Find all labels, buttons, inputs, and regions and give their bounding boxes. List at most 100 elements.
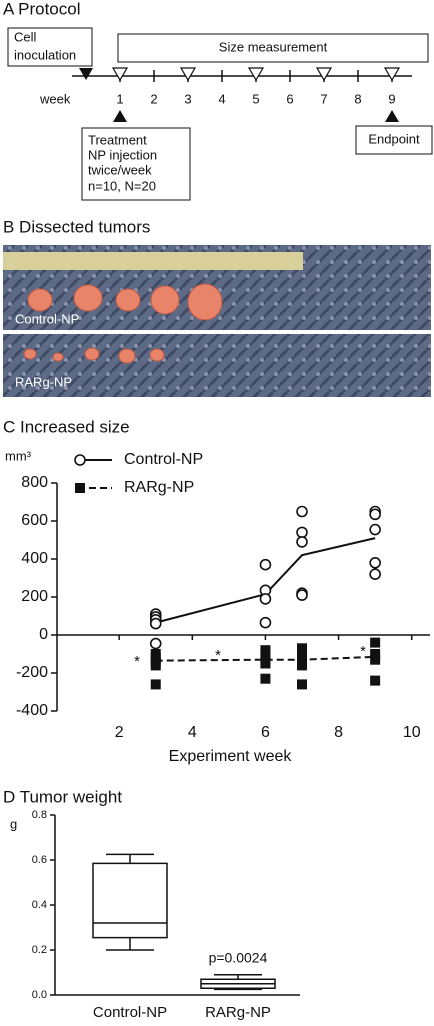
ruler xyxy=(3,252,303,270)
point xyxy=(150,679,161,690)
point xyxy=(370,649,381,659)
point xyxy=(296,589,308,601)
y-tick-label: 200 xyxy=(21,588,48,605)
y-tick-label: 400 xyxy=(21,550,48,567)
point xyxy=(259,616,272,629)
point xyxy=(369,568,381,581)
point xyxy=(259,593,272,605)
label: n=10, N=20 xyxy=(88,178,156,193)
label: twice/week xyxy=(88,162,152,177)
tick-label: 1 xyxy=(116,91,123,106)
axis-label: Experiment week xyxy=(169,748,293,765)
legend-marker xyxy=(74,454,86,466)
point xyxy=(260,673,271,684)
measure-marker xyxy=(383,67,401,82)
box xyxy=(355,125,433,155)
y-tick-label: 0.6 xyxy=(32,854,47,866)
y-tick-label: 0.4 xyxy=(32,899,47,911)
annotation: p=0.0024 xyxy=(209,949,268,965)
point xyxy=(370,654,381,665)
axis-label: mm³ xyxy=(5,448,32,463)
measure-marker xyxy=(179,67,197,82)
tick-label: 9 xyxy=(388,91,395,106)
tick-label: 6 xyxy=(286,91,293,106)
label: week xyxy=(39,91,71,106)
panel-title: D Tumor weight xyxy=(3,787,122,806)
tick-label: 5 xyxy=(252,91,259,106)
tumor-shapes xyxy=(27,283,223,321)
x-tick-label: Control-NP xyxy=(93,1004,167,1021)
x-tick-label: 4 xyxy=(188,724,197,741)
photo xyxy=(3,334,431,397)
legend-label: Control-NP xyxy=(124,451,203,468)
point xyxy=(297,660,308,671)
legend-marker xyxy=(75,483,85,493)
treatment-marker xyxy=(113,110,127,122)
x-tick-label: 2 xyxy=(115,724,124,741)
tick-label: 8 xyxy=(354,91,361,106)
point xyxy=(369,508,381,521)
annotation: * xyxy=(360,643,366,660)
box xyxy=(7,27,93,67)
y-tick-label: 800 xyxy=(21,474,48,491)
measure-marker xyxy=(247,67,265,82)
endpoint-marker xyxy=(385,110,399,122)
tick-label: 3 xyxy=(184,91,191,106)
x-tick-label: RARg-NP xyxy=(205,1004,271,1021)
panel-title: A Protocol xyxy=(3,0,81,18)
point xyxy=(297,649,308,659)
x-tick-label: 8 xyxy=(334,724,343,741)
point xyxy=(259,558,272,571)
point xyxy=(260,649,271,659)
annotation: * xyxy=(215,647,221,664)
label: Treatment xyxy=(88,132,147,147)
label: RARg-NP xyxy=(15,374,72,389)
mean-line xyxy=(155,537,376,624)
y-tick-label: 0.0 xyxy=(32,989,47,1001)
label: inoculation xyxy=(14,47,76,62)
tick-label: 4 xyxy=(218,91,225,106)
point xyxy=(369,523,381,536)
inoculation-marker xyxy=(79,68,93,80)
point xyxy=(370,637,381,648)
y-tick-label: 0.2 xyxy=(32,944,47,956)
y-tick-label: -400 xyxy=(16,702,48,719)
mean-line xyxy=(155,655,376,662)
measure-marker xyxy=(315,67,333,82)
label: Endpoint xyxy=(368,131,420,146)
point xyxy=(149,637,162,650)
x-tick-label: 10 xyxy=(403,724,421,741)
x-tick-label: 6 xyxy=(261,724,270,741)
axis-label: g xyxy=(10,816,17,831)
label: NP injection xyxy=(88,147,157,162)
panel-title: C Increased size xyxy=(3,417,130,436)
point xyxy=(149,617,162,630)
measure-marker xyxy=(111,67,129,82)
tick-label: 2 xyxy=(150,91,157,106)
point xyxy=(297,643,308,654)
box xyxy=(117,33,429,63)
point xyxy=(296,526,308,539)
box xyxy=(81,127,191,201)
annotation: * xyxy=(134,653,140,670)
label: Size measurement xyxy=(219,39,328,54)
point xyxy=(370,675,381,686)
tick-label: 7 xyxy=(320,91,327,106)
y-tick-label: -200 xyxy=(16,664,48,681)
y-tick-label: 600 xyxy=(21,512,48,529)
y-tick-label: 0 xyxy=(39,626,48,643)
point xyxy=(369,556,381,569)
y-tick-label: 0.8 xyxy=(32,809,47,821)
point xyxy=(150,660,161,671)
tumor-shapes xyxy=(23,347,165,364)
label: Cell xyxy=(14,29,37,44)
point xyxy=(296,505,308,518)
label: Control-NP xyxy=(15,311,79,326)
point xyxy=(296,536,308,548)
panel-title: B Dissected tumors xyxy=(3,217,150,236)
box xyxy=(92,862,168,939)
point xyxy=(297,679,308,690)
point xyxy=(260,658,271,669)
legend-label: RARg-NP xyxy=(124,479,194,496)
